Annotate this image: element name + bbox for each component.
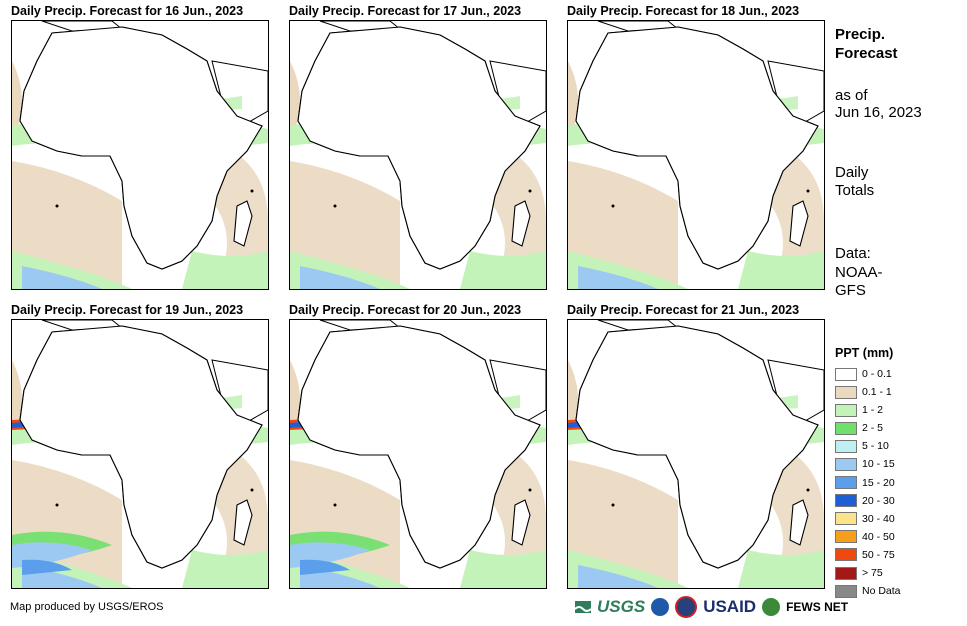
legend-swatch (835, 457, 857, 471)
usgs-logo: USGS (597, 597, 646, 616)
legend-swatch (835, 421, 857, 435)
legend-swatch (835, 367, 857, 381)
legend-label: 5 - 10 (862, 440, 889, 453)
sidebar-title-2: Forecast (835, 45, 898, 62)
legend-item: 20 - 30 (835, 493, 901, 509)
legend-label: 10 - 15 (862, 458, 895, 471)
sidebar-title-1: Precip. (835, 26, 886, 43)
sidebar-totals-2: Totals (835, 182, 875, 199)
sidebar-totals-1: Daily (835, 164, 869, 181)
legend-label: 15 - 20 (862, 476, 895, 489)
legend-item: 10 - 15 (835, 456, 901, 472)
legend-label: 0.1 - 1 (862, 386, 892, 399)
usaid-seal-icon (675, 596, 698, 618)
legend-swatch (835, 584, 857, 598)
sidebar-data-1: Data: (835, 245, 871, 262)
sidebar-asof-1: as of (835, 87, 868, 104)
legend-label: 0 - 0.1 (862, 368, 892, 380)
legend-swatch (835, 548, 857, 562)
legend-swatch (835, 476, 857, 490)
sidebar-data-2: NOAA- (835, 264, 883, 281)
forecast-map-6 (567, 319, 825, 589)
legend-label: > 75 (862, 567, 883, 580)
legend-item: 1 - 2 (835, 402, 901, 418)
legend-label: 50 - 75 (862, 548, 895, 561)
forecast-map-2 (289, 20, 547, 290)
legend-item: 0.1 - 1 (835, 384, 901, 400)
legend-item: > 75 (835, 565, 901, 581)
legend-swatch (835, 494, 857, 508)
legend-label: 20 - 30 (862, 494, 895, 507)
panel-title-3: Daily Precip. Forecast for 18 Jun., 2023 (567, 4, 800, 18)
legend-title: PPT (mm) (835, 346, 894, 360)
legend: 0 - 0.1 0.1 - 1 1 - 2 2 - 5 5 - 10 10 - 15 15 … (835, 366, 901, 601)
noaa-logo-icon (651, 598, 670, 616)
sidebar-asof-2: Jun 16, 2023 (835, 104, 922, 121)
forecast-map-3 (567, 20, 825, 290)
legend-swatch (835, 385, 857, 399)
legend-item: 40 - 50 (835, 529, 901, 545)
legend-swatch (835, 566, 857, 580)
sidebar-data-3: GFS (835, 282, 866, 299)
panel-title-1: Daily Precip. Forecast for 16 Jun., 2023 (11, 4, 244, 18)
panel-title-4: Daily Precip. Forecast for 19 Jun., 2023 (11, 303, 244, 317)
legend-swatch (835, 530, 857, 544)
logo-strip: USGS USAID FEWS NET (575, 596, 848, 618)
legend-item: 50 - 75 (835, 547, 901, 563)
forecast-map-5 (289, 319, 547, 589)
fews-net-logo: FEWS NET (786, 600, 849, 614)
panel-title-6: Daily Precip. Forecast for 21 Jun., 2023 (567, 303, 800, 317)
legend-swatch (835, 439, 857, 453)
panel-title-5: Daily Precip. Forecast for 20 Jun., 2023 (289, 303, 522, 317)
fews-globe-icon (762, 598, 781, 616)
legend-item: 0 - 0.1 (835, 366, 901, 382)
legend-label: 30 - 40 (862, 512, 895, 525)
legend-item: No Data (835, 583, 901, 599)
legend-item: 15 - 20 (835, 475, 901, 491)
legend-item: 30 - 40 (835, 511, 901, 527)
usaid-logo: USAID (703, 597, 757, 616)
forecast-map-4 (11, 319, 269, 589)
panel-title-2: Daily Precip. Forecast for 17 Jun., 2023 (289, 4, 522, 18)
legend-label: No Data (862, 585, 901, 598)
legend-item: 5 - 10 (835, 438, 901, 454)
legend-item: 2 - 5 (835, 420, 901, 436)
legend-label: 1 - 2 (862, 404, 884, 417)
map-credit: Map produced by USGS/EROS (10, 601, 164, 613)
usgs-wave-icon (575, 601, 591, 613)
legend-label: 2 - 5 (862, 422, 884, 435)
forecast-map-1 (11, 20, 269, 290)
legend-label: 40 - 50 (862, 530, 895, 543)
legend-swatch (835, 512, 857, 526)
legend-swatch (835, 403, 857, 417)
